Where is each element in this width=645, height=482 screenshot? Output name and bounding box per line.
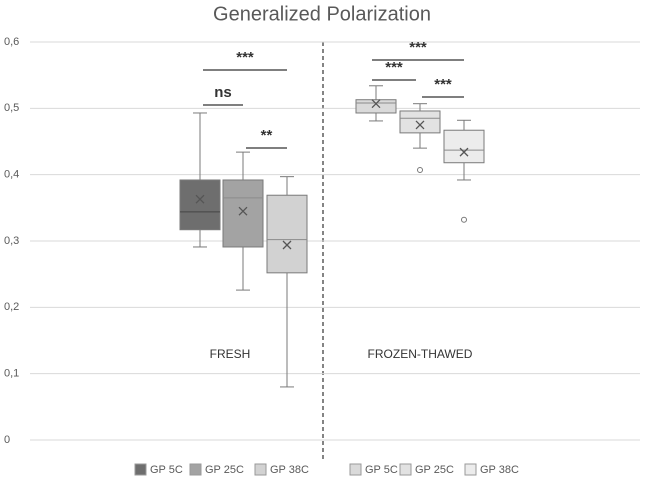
legend-swatch xyxy=(399,463,412,476)
y-tick-label: 0,2 xyxy=(4,301,19,313)
y-tick-label: 0,6 xyxy=(4,36,19,48)
y-tick-label: 0 xyxy=(4,434,10,446)
legend-label: GP 25C xyxy=(205,464,244,476)
legend-swatch xyxy=(189,463,202,476)
mean-marker xyxy=(459,147,469,157)
mean-marker xyxy=(195,194,205,204)
y-tick-label: 0,4 xyxy=(4,169,19,181)
legend-label: GP 5C xyxy=(150,464,183,476)
y-tick-label: 0,3 xyxy=(4,235,19,247)
mean-marker xyxy=(282,240,292,250)
outlier xyxy=(417,167,423,174)
significance-label: ns xyxy=(214,84,232,101)
legend-swatch xyxy=(254,463,267,476)
box xyxy=(266,194,308,274)
significance-label: *** xyxy=(434,76,452,93)
chart-title: Generalized Polarization xyxy=(213,3,431,25)
legend-swatch xyxy=(464,463,477,476)
box xyxy=(179,179,221,231)
box xyxy=(443,129,485,164)
box xyxy=(355,99,397,114)
legend-swatch xyxy=(134,463,147,476)
group-label: FROZEN-THAWED xyxy=(368,347,473,361)
legend-label: GP 25C xyxy=(415,464,454,476)
legend-label: GP 5C xyxy=(365,464,398,476)
outlier xyxy=(461,216,467,223)
box xyxy=(399,110,441,134)
y-tick-label: 0,5 xyxy=(4,102,19,114)
significance-label: *** xyxy=(409,39,427,56)
y-tick-label: 0,1 xyxy=(4,368,19,380)
significance-label: *** xyxy=(385,59,403,76)
significance-label: *** xyxy=(236,49,254,66)
box xyxy=(222,179,264,248)
mean-marker xyxy=(371,99,381,109)
mean-marker xyxy=(415,120,425,130)
legend-swatch xyxy=(349,463,362,476)
group-label: FRESH xyxy=(210,347,251,361)
legend-label: GP 38C xyxy=(270,464,309,476)
mean-marker xyxy=(238,206,248,216)
legend-label: GP 38C xyxy=(480,464,519,476)
significance-label: ** xyxy=(261,127,273,144)
